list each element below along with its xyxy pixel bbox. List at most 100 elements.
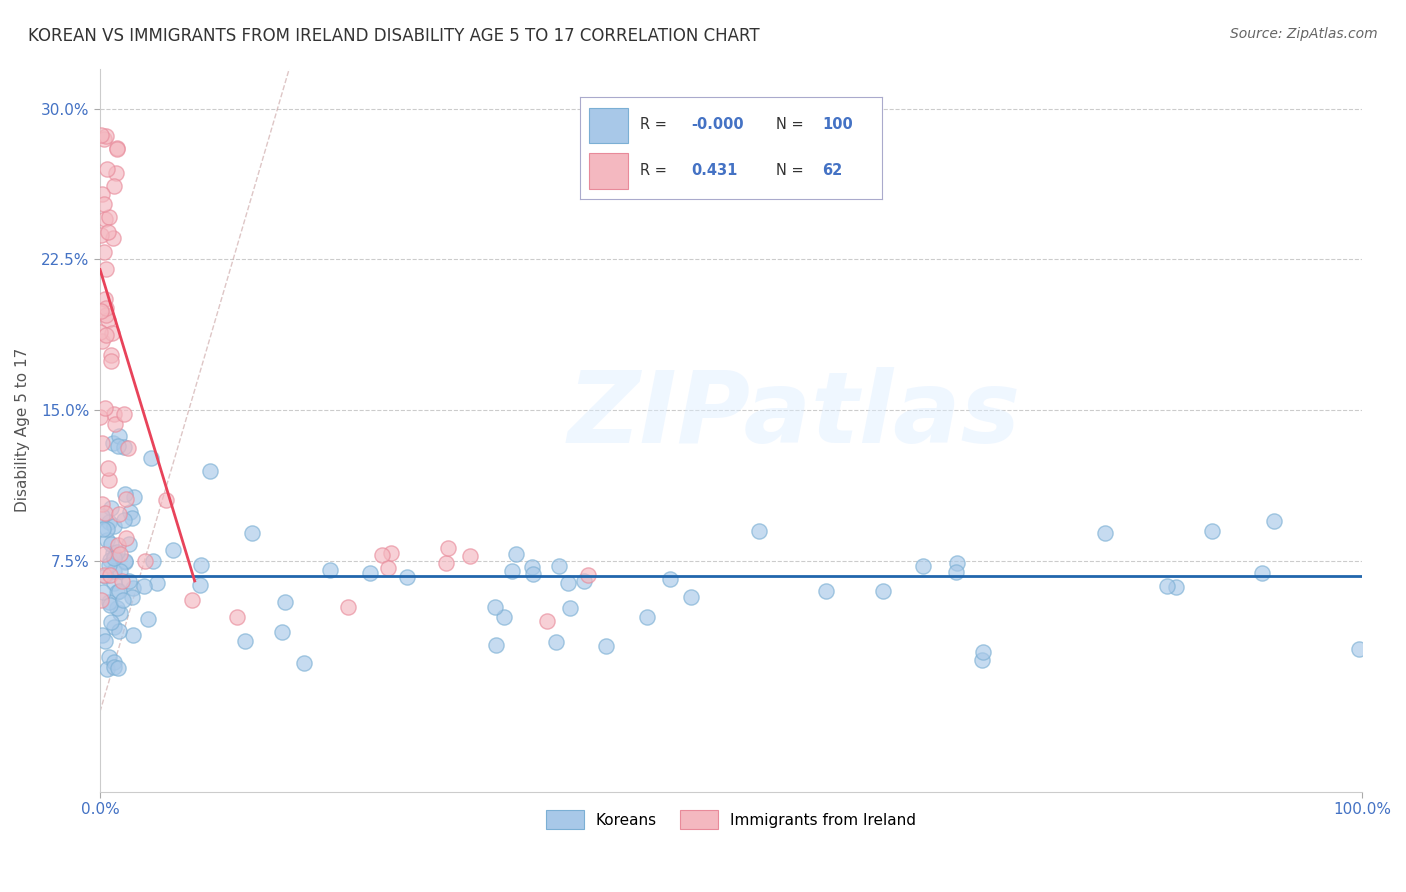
Point — [107, 538, 129, 552]
Point — [104, 549, 127, 563]
Point — [105, 545, 128, 559]
Point — [90, 128, 112, 143]
Point — [91, 585, 114, 599]
Point — [114, 555, 136, 569]
Point — [1094, 525, 1116, 540]
Point — [112, 440, 135, 454]
Point — [240, 526, 263, 541]
Point — [485, 638, 508, 652]
Point — [93, 132, 115, 146]
Point — [103, 564, 125, 578]
Point — [121, 511, 143, 525]
Point — [1348, 641, 1371, 656]
Point — [105, 584, 128, 599]
Point — [100, 348, 122, 362]
Point — [93, 244, 115, 259]
Point — [120, 505, 142, 519]
Point — [636, 610, 658, 624]
Point — [89, 410, 111, 425]
Point — [94, 212, 117, 227]
Point — [111, 574, 134, 588]
Point — [91, 508, 114, 523]
Point — [98, 568, 121, 582]
Point — [94, 634, 117, 648]
Point — [536, 614, 558, 628]
Point — [198, 464, 221, 478]
Point — [121, 590, 143, 604]
Point — [319, 563, 342, 577]
Point — [574, 574, 596, 588]
Point — [90, 304, 112, 318]
Point — [505, 547, 527, 561]
Point — [1164, 580, 1187, 594]
Point — [1263, 514, 1285, 528]
Point — [98, 210, 121, 224]
Point — [436, 541, 458, 556]
Point — [103, 576, 125, 591]
Point — [103, 551, 125, 566]
Point — [396, 570, 419, 584]
Point — [97, 515, 120, 529]
Point — [233, 634, 256, 648]
Point — [576, 568, 599, 582]
Point — [96, 301, 118, 315]
Point — [101, 435, 124, 450]
Point — [93, 547, 115, 561]
Point — [103, 620, 125, 634]
Point — [96, 533, 118, 548]
Point — [972, 653, 994, 667]
Y-axis label: Disability Age 5 to 17: Disability Age 5 to 17 — [15, 348, 30, 512]
Point — [90, 228, 112, 243]
Point — [90, 627, 112, 641]
Point — [90, 497, 112, 511]
Point — [112, 407, 135, 421]
Point — [117, 442, 139, 456]
Text: Source: ZipAtlas.com: Source: ZipAtlas.com — [1230, 27, 1378, 41]
Point — [336, 600, 359, 615]
Point — [96, 309, 118, 323]
Point — [100, 326, 122, 341]
Point — [115, 491, 138, 506]
Point — [98, 558, 121, 572]
Point — [547, 559, 569, 574]
Point — [108, 429, 131, 443]
Point — [96, 161, 118, 176]
Point — [595, 639, 617, 653]
Point — [114, 487, 136, 501]
Point — [118, 574, 141, 589]
Point — [815, 584, 838, 599]
Point — [103, 179, 125, 194]
Point — [90, 593, 112, 607]
Point — [103, 407, 125, 421]
Point — [96, 662, 118, 676]
Point — [122, 490, 145, 504]
Point — [501, 564, 523, 578]
Point — [93, 197, 115, 211]
Point — [98, 598, 121, 612]
Point — [105, 142, 128, 156]
Point — [103, 519, 125, 533]
Point — [271, 624, 294, 639]
Point — [1251, 566, 1274, 580]
Point — [97, 650, 120, 665]
Point — [93, 401, 115, 415]
Text: ZIPatlas: ZIPatlas — [568, 368, 1021, 464]
Point — [121, 581, 143, 595]
Point — [162, 543, 184, 558]
Point — [292, 656, 315, 670]
Point — [103, 659, 125, 673]
Point — [107, 584, 129, 599]
Point — [90, 334, 112, 348]
Point — [377, 561, 399, 575]
Point — [105, 141, 128, 155]
Point — [98, 595, 121, 609]
Text: KOREAN VS IMMIGRANTS FROM IRELAND DISABILITY AGE 5 TO 17 CORRELATION CHART: KOREAN VS IMMIGRANTS FROM IRELAND DISABI… — [28, 27, 759, 45]
Point — [912, 558, 935, 573]
Point — [181, 593, 204, 607]
Point — [108, 564, 131, 578]
Point — [145, 576, 167, 591]
Point — [972, 645, 994, 659]
Point — [659, 572, 682, 586]
Point — [872, 584, 894, 599]
Point — [458, 549, 481, 564]
